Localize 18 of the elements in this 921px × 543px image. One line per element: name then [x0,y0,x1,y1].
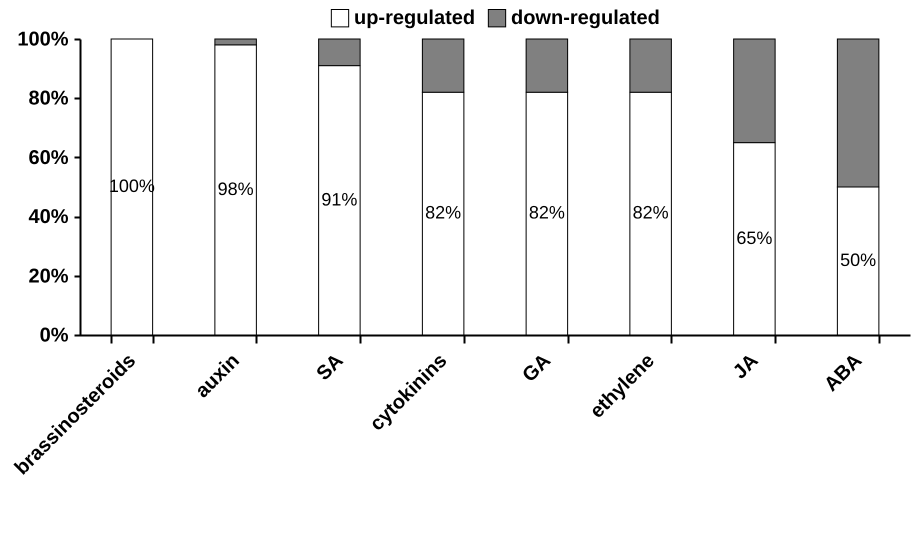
data-label: 91% [321,189,358,210]
y-tick-label: 80% [28,88,69,110]
data-label: 65% [736,228,772,248]
y-tick-label: 20% [28,265,69,288]
y-tick-label: 60% [28,146,69,169]
y-tick-label: 100% [17,28,69,50]
data-label: 82% [632,202,669,223]
y-tick-label: 40% [28,206,69,228]
data-label: 98% [218,178,254,199]
data-label: 82% [528,202,565,223]
data-label: 82% [425,202,462,223]
legend-label: down-regulated [511,7,660,30]
y-tick-label: 0% [40,324,69,346]
data-label: 50% [840,250,876,270]
legend-label: up-regulated [354,7,476,30]
x-tick-label: GA [518,350,556,386]
x-tick-label: JA [729,350,763,384]
x-tick-label: SA [312,350,348,385]
